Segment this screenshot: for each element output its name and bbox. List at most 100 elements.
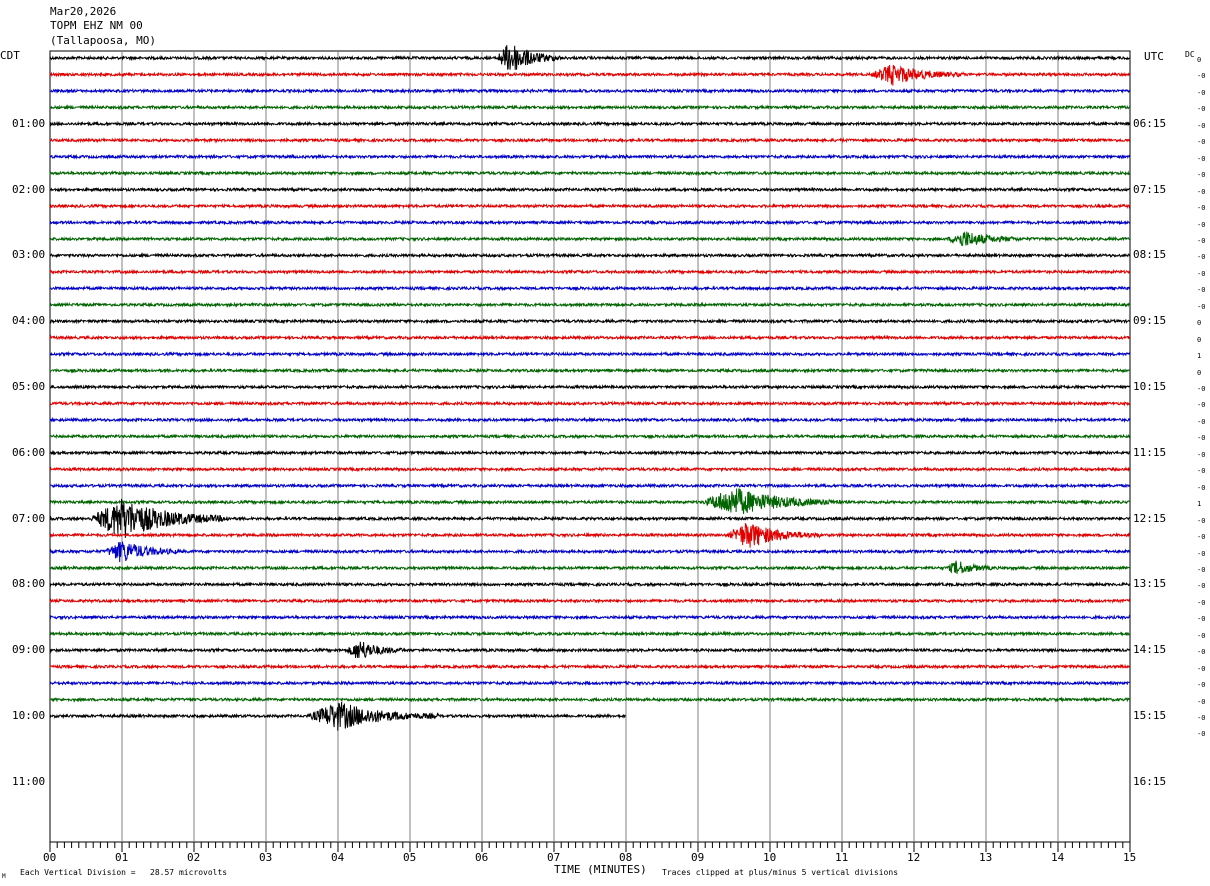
seismic-trace <box>49 383 1131 391</box>
station-code: TOPM EHZ NM 00 <box>50 19 143 32</box>
seismic-trace <box>49 252 1131 259</box>
seismic-trace <box>49 202 1131 210</box>
right-timezone-label: UTC <box>1144 50 1164 63</box>
dc-offset-label: -0 <box>1197 533 1206 542</box>
right-hour-label: 07:15 <box>1133 182 1167 196</box>
seismic-trace <box>49 630 1130 637</box>
left-hour-label: 08:00 <box>12 577 46 591</box>
dc-offset-label: -0 <box>1197 105 1206 114</box>
left-hour-label: 10:00 <box>12 709 46 722</box>
dc-offset-label: -0 <box>1197 385 1206 393</box>
dc-offset-label: -0 <box>1197 138 1206 147</box>
seismic-trace <box>49 416 1131 424</box>
seismic-trace <box>49 334 1131 341</box>
right-hour-label: 10:15 <box>1133 380 1167 393</box>
x-tick-label: 06 <box>475 851 489 864</box>
clip-note: Traces clipped at plus/minus 5 vertical … <box>662 868 899 877</box>
x-tick-label: 02 <box>187 851 201 864</box>
seismic-trace <box>49 400 1131 407</box>
x-tick-label: 09 <box>691 851 705 864</box>
left-hour-label: 09:00 <box>12 643 46 657</box>
dc-offset-label: -0 <box>1197 236 1206 245</box>
seismic-trace <box>49 169 1131 177</box>
x-tick-label: 14 <box>1051 851 1065 864</box>
dc-offset-label: -0 <box>1197 417 1206 426</box>
right-hour-label: 06:15 <box>1133 116 1167 130</box>
dc-offset-label: -0 <box>1197 154 1206 163</box>
seismic-trace <box>49 614 1131 621</box>
seismic-trace <box>49 597 1131 605</box>
seismic-trace <box>49 581 1131 588</box>
seismic-trace <box>49 120 1131 128</box>
scale-note: Each Vertical Division = 28.57 microvolt… <box>20 868 228 877</box>
x-tick-label: 04 <box>331 851 345 864</box>
dc-offset-label: 1 <box>1197 500 1202 509</box>
left-hour-label: 07:00 <box>12 511 46 525</box>
seismic-trace <box>49 285 1131 292</box>
dc-offset-label: -0 <box>1197 302 1206 311</box>
left-hour-label: 05:00 <box>12 380 46 393</box>
seismic-trace <box>49 466 1130 473</box>
right-hour-label: 16:15 <box>1133 774 1167 788</box>
x-tick-label: 15 <box>1123 851 1137 864</box>
right-hour-label: 15:15 <box>1133 709 1167 722</box>
x-axis-label: TIME (MINUTES) <box>554 863 647 876</box>
x-tick-label: 05 <box>403 851 417 864</box>
dc-offset-label: -0 <box>1197 121 1206 130</box>
seismic-trace <box>49 219 1131 226</box>
left-hour-label: 01:00 <box>12 116 46 130</box>
dc-offset-label: -0 <box>1197 483 1206 492</box>
dc-offset-label: -0 <box>1197 187 1206 196</box>
dc-offset-label: -0 <box>1197 286 1206 295</box>
dc-offset-label: -0 <box>1197 664 1206 673</box>
right-hour-label: 12:15 <box>1133 511 1167 525</box>
dc-offset-label: -0 <box>1197 434 1206 443</box>
seismic-trace <box>49 696 1130 703</box>
right-hour-label: 14:15 <box>1133 643 1167 657</box>
dc-offset-label: -0 <box>1197 220 1206 229</box>
seismic-trace <box>49 641 1131 659</box>
dc-offset-label: -0 <box>1197 204 1206 213</box>
x-tick-label: 12 <box>907 851 921 864</box>
seismic-trace <box>49 433 1131 440</box>
seismic-trace <box>49 301 1131 308</box>
seismic-trace <box>49 482 1131 489</box>
left-hour-label: 11:00 <box>12 774 46 788</box>
dc-offset-label: -0 <box>1197 269 1206 278</box>
x-tick-label: 08 <box>619 851 633 864</box>
seismic-trace <box>49 186 1130 193</box>
seismic-trace <box>49 488 1130 515</box>
right-hour-label: 13:15 <box>1133 577 1167 591</box>
dc-offset-label: -0 <box>1197 598 1206 607</box>
seismic-trace <box>50 87 1131 95</box>
x-tick-label: 00 <box>43 851 57 864</box>
seismic-trace <box>49 268 1131 276</box>
right-hour-label: 09:15 <box>1133 314 1167 328</box>
right-hour-label: 11:15 <box>1133 445 1167 459</box>
seismic-trace <box>49 523 1131 548</box>
seismic-trace <box>49 449 1131 457</box>
dc-offset-label: -0 <box>1197 467 1206 476</box>
dc-offset-label: -0 <box>1197 697 1206 706</box>
left-hour-label: 03:00 <box>12 248 46 262</box>
dc-offset-label: -0 <box>1197 72 1206 81</box>
dc-offset-label: -0 <box>1197 648 1206 657</box>
dc-offset-label: -0 <box>1197 88 1206 97</box>
seismic-trace <box>49 104 1130 111</box>
seismic-trace <box>49 663 1131 670</box>
plot-frame <box>49 50 1131 843</box>
dc-offset-label: -0 <box>1197 714 1206 722</box>
dc-column-label: DC <box>1185 50 1195 59</box>
corner-mark: M <box>2 873 6 880</box>
dc-offset-label: -0 <box>1197 565 1206 574</box>
dc-offset-label: 1 <box>1197 352 1202 361</box>
dc-offset-label: -0 <box>1197 681 1206 690</box>
right-hour-label: 08:15 <box>1133 248 1167 262</box>
dc-offset-label: -0 <box>1197 631 1206 640</box>
seismic-trace <box>49 64 1131 86</box>
dc-offset-label: -0 <box>1197 549 1206 558</box>
left-hour-label: 04:00 <box>12 314 46 328</box>
seismic-trace <box>49 45 1130 70</box>
left-hour-label: 02:00 <box>12 182 46 196</box>
x-tick-label: 11 <box>835 851 849 864</box>
